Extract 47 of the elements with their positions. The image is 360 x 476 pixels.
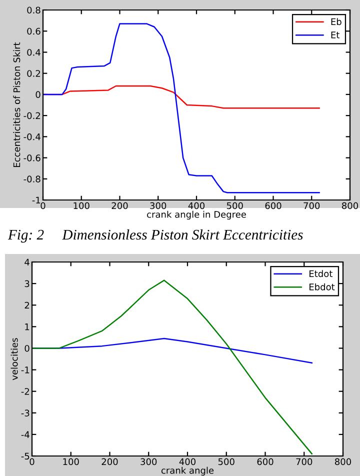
legend-label: Eb (331, 18, 342, 26)
y-tick-label: -1 (32, 196, 40, 204)
y-tick-label: -3 (21, 410, 30, 416)
y-tick-label: 0.6 (27, 28, 40, 35)
y-tick-label: -1 (21, 366, 30, 374)
y-tick-label: 2 (24, 302, 30, 309)
y-tick-label: 3 (24, 280, 30, 288)
y-tick-label: -0.4 (24, 133, 40, 140)
text: Fig: 2 Dimensionless Piston Skirt Eccentricities (8, 229, 303, 243)
x-tick-label: 300 (140, 458, 157, 466)
y-tick-label: -0.8 (24, 176, 40, 182)
x-tick-label: 500 (218, 458, 234, 466)
y-tick-label: -4 (21, 431, 30, 438)
y-tick-label: 4 (24, 258, 30, 266)
x-tick-label: 0 (40, 202, 46, 210)
y-tick-label: -5 (21, 452, 30, 460)
x-tick-label: 600 (265, 202, 282, 210)
x-tick-label: 700 (296, 458, 312, 466)
x-tick-label: 700 (304, 202, 320, 210)
x-tick-label: 200 (112, 202, 128, 210)
x-tick-label: 600 (257, 458, 274, 466)
x-tick-label: 100 (74, 202, 90, 210)
y-tick-label: 0 (24, 344, 30, 352)
y-tick-label: 0 (36, 91, 40, 98)
legend-label: Et (331, 32, 340, 38)
x-tick-label: 800 (342, 202, 358, 210)
legend-label: Ebdot (310, 283, 335, 290)
y-axis-title: Eccentricities of Piston Skirt (13, 42, 20, 167)
legend-label: Etdot (310, 270, 332, 278)
y-tick-label: -2 (21, 388, 30, 395)
x-tick-label: 400 (179, 458, 196, 466)
y-tick-label: 0.4 (27, 48, 40, 56)
line-series (43, 23, 320, 194)
x-tick-label: 200 (102, 458, 118, 466)
y-tick-label: -0.6 (24, 154, 40, 162)
x-tick-label: 100 (63, 458, 79, 466)
y-axis-title: velocities (10, 338, 18, 380)
x-tick-label: 400 (188, 202, 205, 210)
x-axis-title: crank angle in Degree (147, 210, 246, 220)
y-tick-label: 1 (25, 324, 30, 330)
y-tick-label: 0.2 (27, 70, 40, 77)
x-tick-label: 500 (226, 202, 243, 210)
x-tick-label: 300 (150, 202, 166, 210)
x-tick-label: 800 (334, 458, 352, 466)
y-tick-label: 0.8 (27, 6, 40, 14)
x-axis-title: crank angle (161, 466, 214, 476)
y-tick-label: -0.2 (24, 112, 40, 120)
